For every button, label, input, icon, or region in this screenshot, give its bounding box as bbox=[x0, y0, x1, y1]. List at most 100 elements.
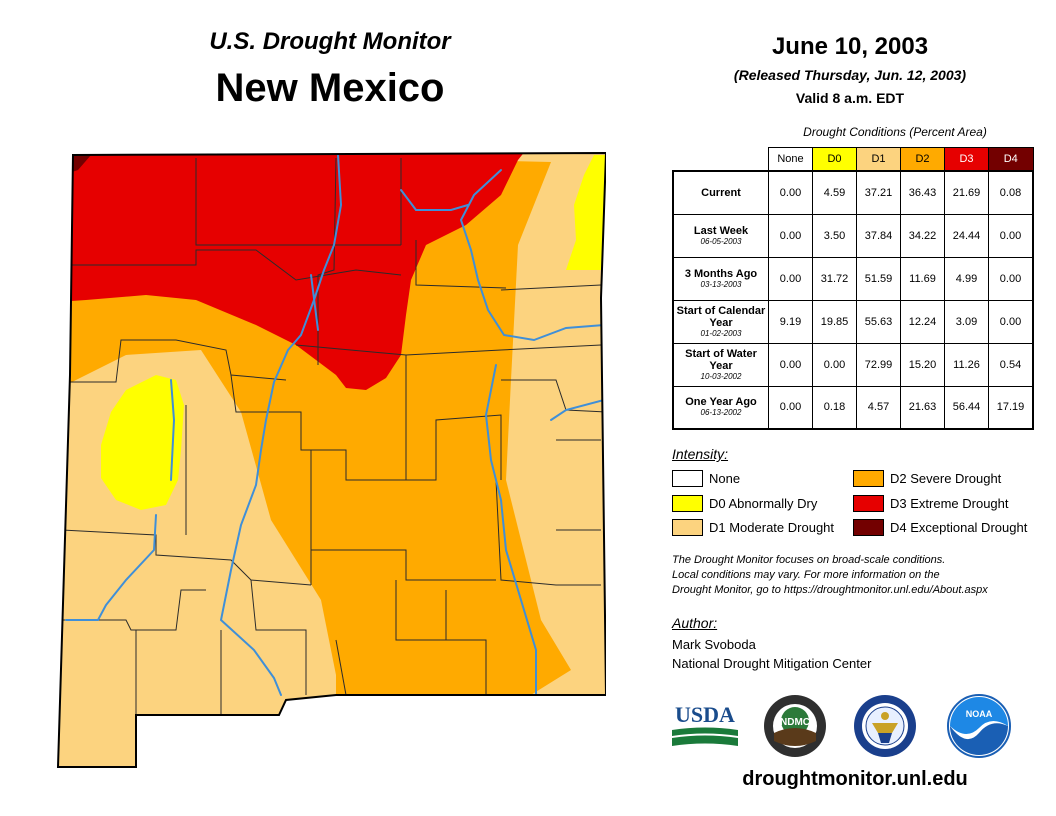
state-outline bbox=[56, 151, 606, 768]
column-header-d4: D4 bbox=[988, 147, 1034, 172]
legend-swatch-d4 bbox=[853, 519, 884, 536]
valid-date: June 10, 2003 bbox=[771, 33, 929, 60]
legend-item-d0: D0 Abnormally Dry bbox=[672, 495, 817, 512]
row-label: Last Week 06-05-2003 bbox=[672, 213, 769, 258]
rivers bbox=[65, 154, 605, 696]
county-lines bbox=[60, 157, 606, 715]
row-label-date: 03-13-2003 bbox=[700, 279, 742, 289]
row-label-date: 01-02-2003 bbox=[700, 328, 742, 338]
map-title: New Mexico bbox=[215, 66, 445, 110]
row-label-text: One Year Ago bbox=[685, 396, 757, 409]
noaa-logo: NOAA bbox=[947, 694, 1011, 758]
table-cell: 9.19 bbox=[768, 299, 813, 344]
table-cell: 0.00 bbox=[988, 299, 1034, 344]
table-cell: 0.00 bbox=[768, 342, 813, 387]
table-cell: 31.72 bbox=[812, 256, 857, 301]
table-cell: 0.54 bbox=[988, 342, 1034, 387]
table-cell: 15.20 bbox=[900, 342, 945, 387]
note-line: Local conditions may vary. For more info… bbox=[672, 569, 940, 581]
table-cell: 34.22 bbox=[900, 213, 945, 258]
legend-label: D2 Severe Drought bbox=[890, 471, 1002, 486]
d3-region bbox=[58, 153, 526, 390]
table-title: Drought Conditions (Percent Area) bbox=[803, 125, 987, 139]
column-header-none: None bbox=[768, 147, 813, 172]
table-cell: 17.19 bbox=[988, 385, 1034, 430]
table-cell: 0.18 bbox=[812, 385, 857, 430]
table-row: Start of Water Year 10-03-2002 0.00 0.00 … bbox=[672, 342, 1034, 387]
table-row: One Year Ago 06-13-2002 0.00 0.18 4.57 21… bbox=[672, 385, 1034, 430]
table-row: Current 0.00 4.59 37.21 36.43 21.69 0.08 bbox=[672, 170, 1034, 215]
author-organization: National Drought Mitigation Center bbox=[672, 656, 872, 671]
ndmc-logo-text: NDMC bbox=[780, 717, 810, 728]
row-label: Start of Calendar Year 01-02-2003 bbox=[672, 299, 769, 344]
d4-region bbox=[70, 155, 91, 172]
disclaimer-note: The Drought Monitor focuses on broad-sca… bbox=[672, 553, 1042, 598]
table-cell: 56.44 bbox=[944, 385, 989, 430]
table-row: Start of Calendar Year 01-02-2003 9.19 19… bbox=[672, 299, 1034, 344]
table-cell: 0.00 bbox=[768, 170, 813, 215]
row-label: One Year Ago 06-13-2002 bbox=[672, 385, 769, 430]
column-header-d2: D2 bbox=[900, 147, 945, 172]
table-cell: 11.69 bbox=[900, 256, 945, 301]
row-label-text: Start of Water Year bbox=[685, 347, 757, 372]
table-cell: 24.44 bbox=[944, 213, 989, 258]
d0-region-west bbox=[101, 375, 184, 510]
usda-logo-text: USDA bbox=[675, 702, 735, 727]
table-cell: 21.63 bbox=[900, 385, 945, 430]
table-corner bbox=[673, 148, 769, 172]
drought-conditions-table: None D0 D1 D2 D3 D4 Current 0.00 4.59 37… bbox=[672, 147, 1034, 430]
table-cell: 72.99 bbox=[856, 342, 901, 387]
author-heading: Author: bbox=[672, 615, 718, 631]
note-line: Drought Monitor, go to https://droughtmo… bbox=[672, 584, 988, 596]
legend-label: D1 Moderate Drought bbox=[709, 520, 835, 535]
table-cell: 21.69 bbox=[944, 170, 989, 215]
legend-swatch-d3 bbox=[853, 495, 884, 512]
legend-label: D4 Exceptional Drought bbox=[890, 520, 1028, 535]
table-cell: 19.85 bbox=[812, 299, 857, 344]
table-cell: 0.00 bbox=[768, 256, 813, 301]
table-cell: 4.99 bbox=[944, 256, 989, 301]
legend-label: D3 Extreme Drought bbox=[890, 496, 1009, 511]
author-name: Mark Svoboda bbox=[672, 637, 756, 652]
table-cell: 3.50 bbox=[812, 213, 857, 258]
row-label: Current bbox=[672, 170, 769, 215]
row-label-date: 06-05-2003 bbox=[700, 236, 742, 246]
map-subtitle: U.S. Drought Monitor bbox=[209, 28, 451, 55]
row-label-text: Last Week bbox=[693, 224, 749, 237]
table-cell: 3.09 bbox=[944, 299, 989, 344]
row-label-text: 3 Months Ago bbox=[684, 267, 758, 280]
legend-item-d2: D2 Severe Drought bbox=[853, 470, 1001, 487]
d0-region-east bbox=[566, 155, 606, 270]
table-cell: 0.00 bbox=[768, 385, 813, 430]
usda-logo: USDA bbox=[672, 702, 738, 746]
row-label: 3 Months Ago 03-13-2003 bbox=[672, 256, 769, 301]
table-cell: 4.57 bbox=[856, 385, 901, 430]
row-label-date: 06-13-2002 bbox=[700, 408, 742, 418]
table-cell: 51.59 bbox=[856, 256, 901, 301]
legend-item-d4: D4 Exceptional Drought bbox=[853, 519, 1027, 536]
table-cell: 37.84 bbox=[856, 213, 901, 258]
table-cell: 36.43 bbox=[900, 170, 945, 215]
table-cell: 4.59 bbox=[812, 170, 857, 215]
legend-item-d3: D3 Extreme Drought bbox=[853, 495, 1009, 512]
legend-label: D0 Abnormally Dry bbox=[709, 496, 818, 511]
website-url[interactable]: droughtmonitor.unl.edu bbox=[742, 768, 968, 790]
table-cell: 0.00 bbox=[988, 256, 1034, 301]
commerce-logo bbox=[854, 695, 916, 757]
note-line: The Drought Monitor focuses on broad-sca… bbox=[672, 554, 946, 566]
row-label-text: Start of Calendar Year bbox=[676, 304, 766, 329]
row-label-text: Current bbox=[701, 186, 741, 199]
legend-swatch-d0 bbox=[672, 495, 703, 512]
legend-swatch-d1 bbox=[672, 519, 703, 536]
release-date: (Released Thursday, Jun. 12, 2003) bbox=[733, 67, 967, 83]
legend-item-d1: D1 Moderate Drought bbox=[672, 519, 834, 536]
table-cell: 37.21 bbox=[856, 170, 901, 215]
ndmc-logo: NDMC bbox=[764, 695, 826, 757]
table-cell: 12.24 bbox=[900, 299, 945, 344]
valid-time: Valid 8 a.m. EDT bbox=[795, 90, 905, 106]
table-row: 3 Months Ago 03-13-2003 0.00 31.72 51.59 … bbox=[672, 256, 1034, 301]
column-header-d0: D0 bbox=[812, 147, 857, 172]
column-header-d1: D1 bbox=[856, 147, 901, 172]
row-label: Start of Water Year 10-03-2002 bbox=[672, 342, 769, 387]
legend-item-none: None bbox=[672, 470, 740, 487]
